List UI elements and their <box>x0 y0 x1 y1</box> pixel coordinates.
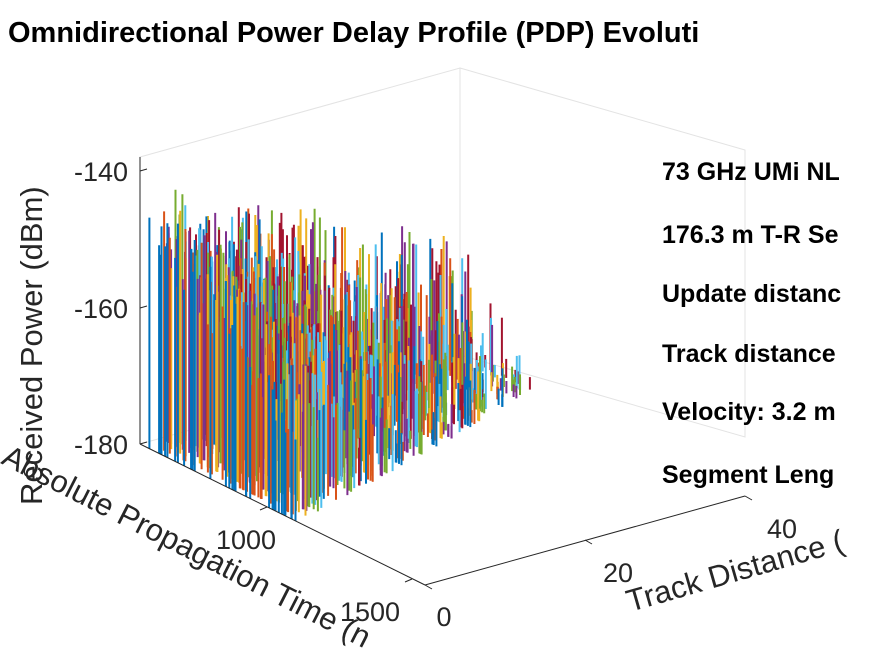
chart-title: Omnidirectional Power Delay Profile (PDP… <box>8 17 699 49</box>
z-tick-label: -160 <box>74 294 128 324</box>
x-tick-label: 1000 <box>216 525 276 555</box>
y-axis-label: Track Distance ( <box>622 523 848 619</box>
annotation-segment-length: Segment Leng <box>662 461 834 489</box>
y-tick-mark <box>584 539 593 545</box>
z-tick-mark <box>139 305 148 309</box>
annotation-block: 73 GHz UMi NL 176.3 m T-R Se Update dist… <box>662 158 841 489</box>
y-tick-label: 0 <box>436 602 451 632</box>
annotation-frequency-scenario: 73 GHz UMi NL <box>662 158 840 186</box>
z-ticks: -140 -160 -180 <box>74 157 148 460</box>
z-tick-mark <box>139 168 148 172</box>
z-tick-label: -180 <box>74 430 128 460</box>
x-tick-mark <box>404 578 413 583</box>
z-axis-label: Received Power (dBm) <box>14 186 49 505</box>
z-tick-label: -140 <box>74 157 128 187</box>
pdp-stems <box>148 189 531 521</box>
x-tick-mark <box>259 506 268 511</box>
annotation-velocity: Velocity: 3.2 m <box>662 398 836 426</box>
x-axis-line <box>139 443 426 586</box>
annotation-track-distance: Track distance <box>662 340 836 368</box>
y-ticks: 0 20 40 <box>424 495 797 632</box>
y-tick-label: 40 <box>767 514 797 544</box>
annotation-update-distance: Update distanc <box>662 280 841 308</box>
annotation-tr-separation: 176.3 m T-R Se <box>662 221 839 249</box>
z-tick-mark <box>139 441 148 445</box>
y-tick-label: 20 <box>603 558 633 588</box>
y-tick-mark <box>424 584 433 590</box>
y-tick-mark <box>744 495 753 501</box>
x-ticks: 1000 1500 <box>216 506 413 627</box>
x-tick-label: 1500 <box>340 597 400 627</box>
